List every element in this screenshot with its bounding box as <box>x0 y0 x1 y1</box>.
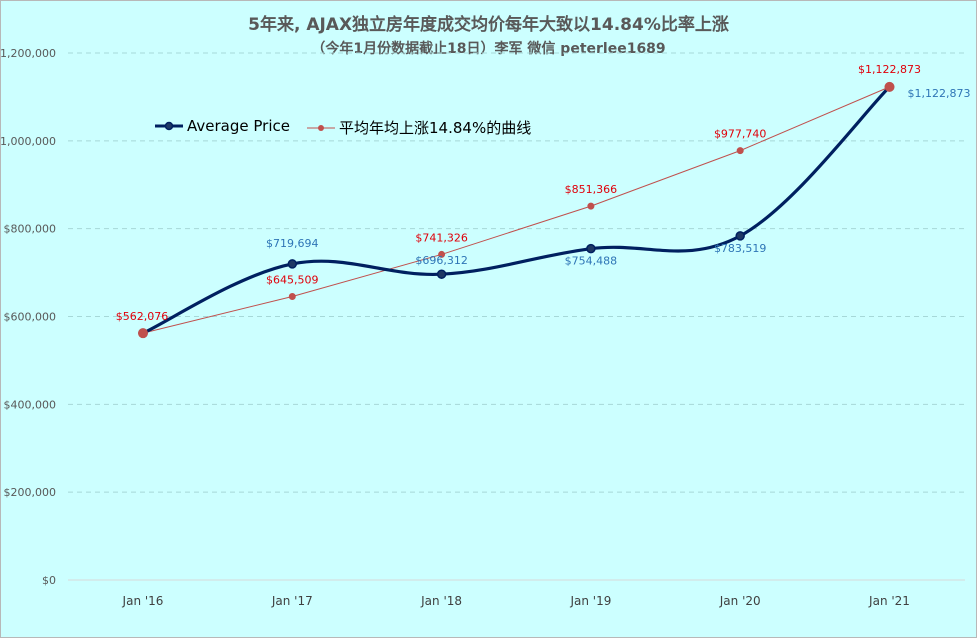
data-label-average-price: $719,694 <box>266 237 319 250</box>
point-trend <box>438 250 446 258</box>
point-trend <box>587 202 595 210</box>
point-trend <box>288 293 296 301</box>
legend-item-trend: 平均年均上涨14.84%的曲线 <box>307 117 531 138</box>
data-label-trend: $645,509 <box>266 274 319 287</box>
data-label-average-price: $783,519 <box>714 242 767 255</box>
y-tick-label: $800,000 <box>4 223 57 236</box>
x-tick-label: Jan '18 <box>420 594 462 608</box>
x-tick-label: Jan '16 <box>122 594 164 608</box>
data-label-trend: $562,076 <box>116 310 169 323</box>
point-trend <box>138 328 148 339</box>
data-label-average-price: $1,122,873 <box>908 87 971 100</box>
x-tick-label: Jan '17 <box>271 594 313 608</box>
x-tick-label: Jan '20 <box>719 594 761 608</box>
y-tick-label: $1,200,000 <box>0 47 56 60</box>
series-line-average-price <box>142 85 891 335</box>
data-label-trend: $977,740 <box>714 128 767 141</box>
chart-subtitle: （今年1月份数据截止18日）李军 微信 peterlee1689 <box>311 41 666 57</box>
legend-swatch-trend <box>307 124 335 131</box>
data-label-trend: $851,366 <box>565 183 618 196</box>
point-average-price <box>287 259 298 269</box>
data-label-average-price: $754,488 <box>565 255 618 268</box>
legend-swatch-average-price <box>155 121 183 131</box>
y-tick-label: $1,000,000 <box>0 135 56 148</box>
legend-label-average-price: Average Price <box>187 117 290 135</box>
point-trend <box>736 147 744 155</box>
data-label-trend: $741,326 <box>415 231 468 244</box>
y-tick-label: $600,000 <box>4 311 57 324</box>
y-tick-label: $200,000 <box>4 486 57 499</box>
y-tick-label: $0 <box>42 574 56 587</box>
chart-title: 5年来, AJAX独立房年度成交均价每年大致以14.84%比率上涨 <box>248 15 729 35</box>
data-label-average-price: $696,312 <box>415 254 468 267</box>
y-tick-label: $400,000 <box>4 398 57 411</box>
legend-item-average-price: Average Price <box>155 117 290 135</box>
x-tick-label: Jan '21 <box>868 594 910 608</box>
point-average-price <box>735 231 745 241</box>
point-average-price <box>586 243 596 254</box>
legend-label-trend: 平均年均上涨14.84%的曲线 <box>339 119 532 137</box>
data-label-trend: $1,122,873 <box>858 63 921 76</box>
point-trend <box>884 81 895 92</box>
point-average-price <box>436 269 447 279</box>
series-line-trend <box>142 86 890 334</box>
x-tick-label: Jan '19 <box>569 594 611 608</box>
